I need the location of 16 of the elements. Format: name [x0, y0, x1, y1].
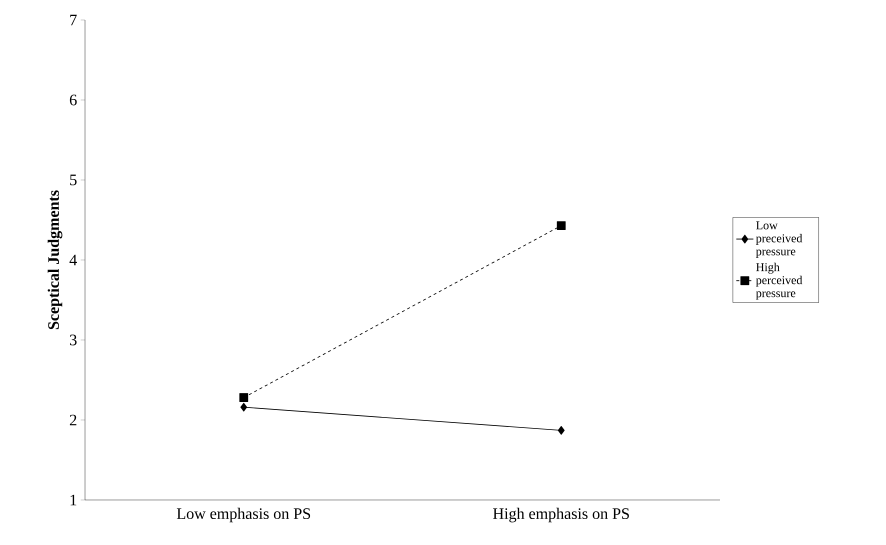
- y-tick-label: 2: [70, 414, 76, 426]
- y-tick-label: 1: [70, 494, 76, 506]
- y-tick-label: 3: [70, 334, 77, 346]
- point: [558, 426, 565, 435]
- point: [240, 402, 248, 412]
- y-tick-label: 5: [70, 174, 77, 186]
- y-tick-label: 4: [70, 254, 77, 266]
- point: [239, 393, 248, 402]
- y-tick-label: 7: [70, 14, 77, 26]
- point: [556, 221, 566, 230]
- legend-label: Low preceived pressure: [756, 221, 802, 258]
- x-tick-label: High emphasis on PS: [493, 508, 629, 522]
- y-tick-label: 6: [70, 94, 77, 106]
- x-tick-label: Low emphasis on PS: [176, 508, 310, 522]
- y-axis-title: Sceptical Judgments: [48, 190, 62, 330]
- legend-label: High perceived pressure: [756, 262, 802, 300]
